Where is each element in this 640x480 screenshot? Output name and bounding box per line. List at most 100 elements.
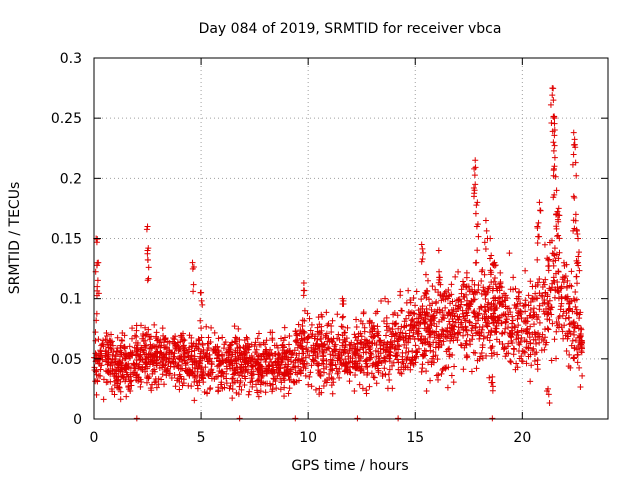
data-point [275,367,282,374]
data-point [241,337,248,344]
data-point [92,337,99,344]
data-point [291,347,298,354]
data-point [551,191,558,198]
y-tick-label: 0.05 [51,352,82,368]
data-point [93,391,100,398]
data-point [442,333,449,340]
data-point [423,368,430,375]
data-point [472,320,479,327]
data-point [403,355,410,362]
data-point [314,350,321,357]
data-point [422,271,429,278]
data-point [572,217,579,224]
data-point [163,345,170,352]
data-point [300,292,307,299]
data-point [177,356,184,363]
data-point [144,277,151,284]
data-point [518,353,525,360]
data-point [342,356,349,363]
data-point [232,347,239,354]
data-point [414,331,421,338]
data-point [536,275,543,282]
data-point [197,289,204,296]
data-point [121,332,128,339]
data-point [163,368,170,375]
data-point [576,249,583,256]
data-point [577,383,584,390]
data-point [335,355,342,362]
data-point [427,318,434,325]
data-point [547,101,554,108]
data-point [226,385,233,392]
data-point [563,348,570,355]
data-point [284,347,291,354]
data-point [538,336,545,343]
data-point [329,376,336,383]
data-point [486,374,493,381]
data-point [341,329,348,336]
data-point [201,388,208,395]
data-point [391,321,398,328]
data-point [541,281,548,288]
data-point [510,351,517,358]
data-point [333,346,340,353]
data-point [491,319,498,326]
data-point [205,340,212,347]
data-point [237,379,244,386]
data-point [366,346,373,353]
data-point [399,358,406,365]
data-point [260,379,267,386]
data-point [543,306,550,313]
data-point [311,348,318,355]
data-point [400,366,407,373]
data-point [233,389,240,396]
data-point [130,369,137,376]
data-point [219,334,226,341]
data-point [485,285,492,292]
data-point [435,371,442,378]
data-point [497,269,504,276]
data-point [568,297,575,304]
data-point [305,381,312,388]
data-point [151,321,158,328]
data-point [484,304,491,311]
data-point [218,379,225,386]
data-point [502,353,509,360]
data-point [286,376,293,383]
data-point [436,276,443,283]
data-point [535,233,542,240]
data-point [159,371,166,378]
data-point [501,344,508,351]
data-point [122,362,129,369]
data-point [527,306,534,313]
data-point [374,332,381,339]
data-point [154,360,161,367]
data-point [493,336,500,343]
data-point [339,314,346,321]
data-point [419,303,426,310]
data-point [419,245,426,252]
data-point [304,339,311,346]
data-point [208,366,215,373]
data-point [544,325,551,332]
data-point [190,281,197,288]
data-point [297,370,304,377]
data-point [404,364,411,371]
data-point [478,329,485,336]
data-point [145,352,152,359]
data-point [195,337,202,344]
data-point [97,366,104,373]
data-point [144,247,151,254]
data-point [320,382,327,389]
data-point [262,341,269,348]
data-point [172,383,179,390]
data-point [514,315,521,322]
data-point [439,326,446,333]
data-point [100,337,107,344]
data-point [310,352,317,359]
data-point [480,287,487,294]
data-point [482,217,489,224]
data-point [438,370,445,377]
data-point [386,352,393,359]
data-point [335,355,342,362]
